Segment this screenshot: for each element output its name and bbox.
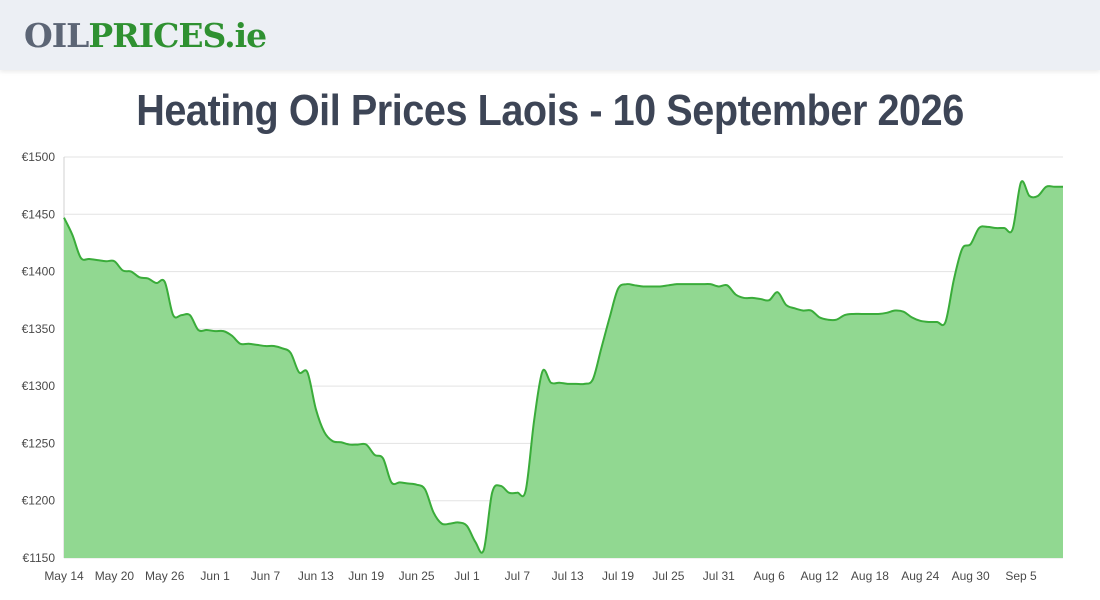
x-tick-label: Jul 1 [454,569,480,583]
x-axis: May 14 May 20 May 26 Jun 1 Jun 7 Jun 13 Jun 19… [44,569,1037,583]
x-tick-label: Sep 5 [1005,569,1037,583]
x-tick-label: May 14 [44,569,84,583]
x-tick-label: Jul 13 [552,569,584,583]
series-line [63,180,1063,554]
page-title: Heating Oil Prices Laois - 10 September … [136,86,964,135]
x-tick-label: Aug 30 [952,569,990,583]
y-tick-label: €1400 [22,265,56,279]
x-tick-label: Aug 18 [851,569,889,583]
x-tick-label: May 20 [95,569,135,583]
logo-text-prices: PRICES [88,16,225,55]
x-tick-label: Jul 25 [652,569,684,583]
site-logo[interactable]: OILPRICES.ie [24,16,267,56]
x-tick-label: Jul 31 [703,569,735,583]
x-tick-label: Jul 7 [505,569,531,583]
x-tick-label: Jun 13 [298,569,334,583]
x-tick-label: Aug 12 [801,569,839,583]
chart-series [63,180,1063,558]
price-area-chart: €1150 €1200 €1250 €1300 €1350 €1400 €1450 €1500… [22,150,1063,583]
y-tick-label: €1350 [22,322,56,336]
x-tick-label: Jun 25 [399,569,435,583]
logo-text-ie: .ie [224,16,267,55]
top-bar: OILPRICES.ie [0,0,1100,70]
x-tick-label: May 26 [145,569,185,583]
x-tick-label: Jul 19 [602,569,634,583]
series-area-fill [64,181,1063,558]
x-tick-label: Jun 19 [348,569,384,583]
y-axis: €1150 €1200 €1250 €1300 €1350 €1400 €1450 €1500 [22,150,56,565]
y-tick-label: €1500 [22,150,56,164]
y-tick-label: €1250 [22,436,56,450]
y-tick-label: €1300 [22,379,56,393]
logo-text-oil: OIL [24,16,89,55]
x-tick-label: Aug 6 [753,569,785,583]
y-tick-label: €1450 [22,207,56,221]
y-tick-label: €1200 [22,494,56,508]
x-tick-label: Jun 7 [251,569,281,583]
x-tick-label: Aug 24 [901,569,939,583]
x-tick-label: Jun 1 [200,569,230,583]
y-tick-label: €1150 [23,551,56,565]
